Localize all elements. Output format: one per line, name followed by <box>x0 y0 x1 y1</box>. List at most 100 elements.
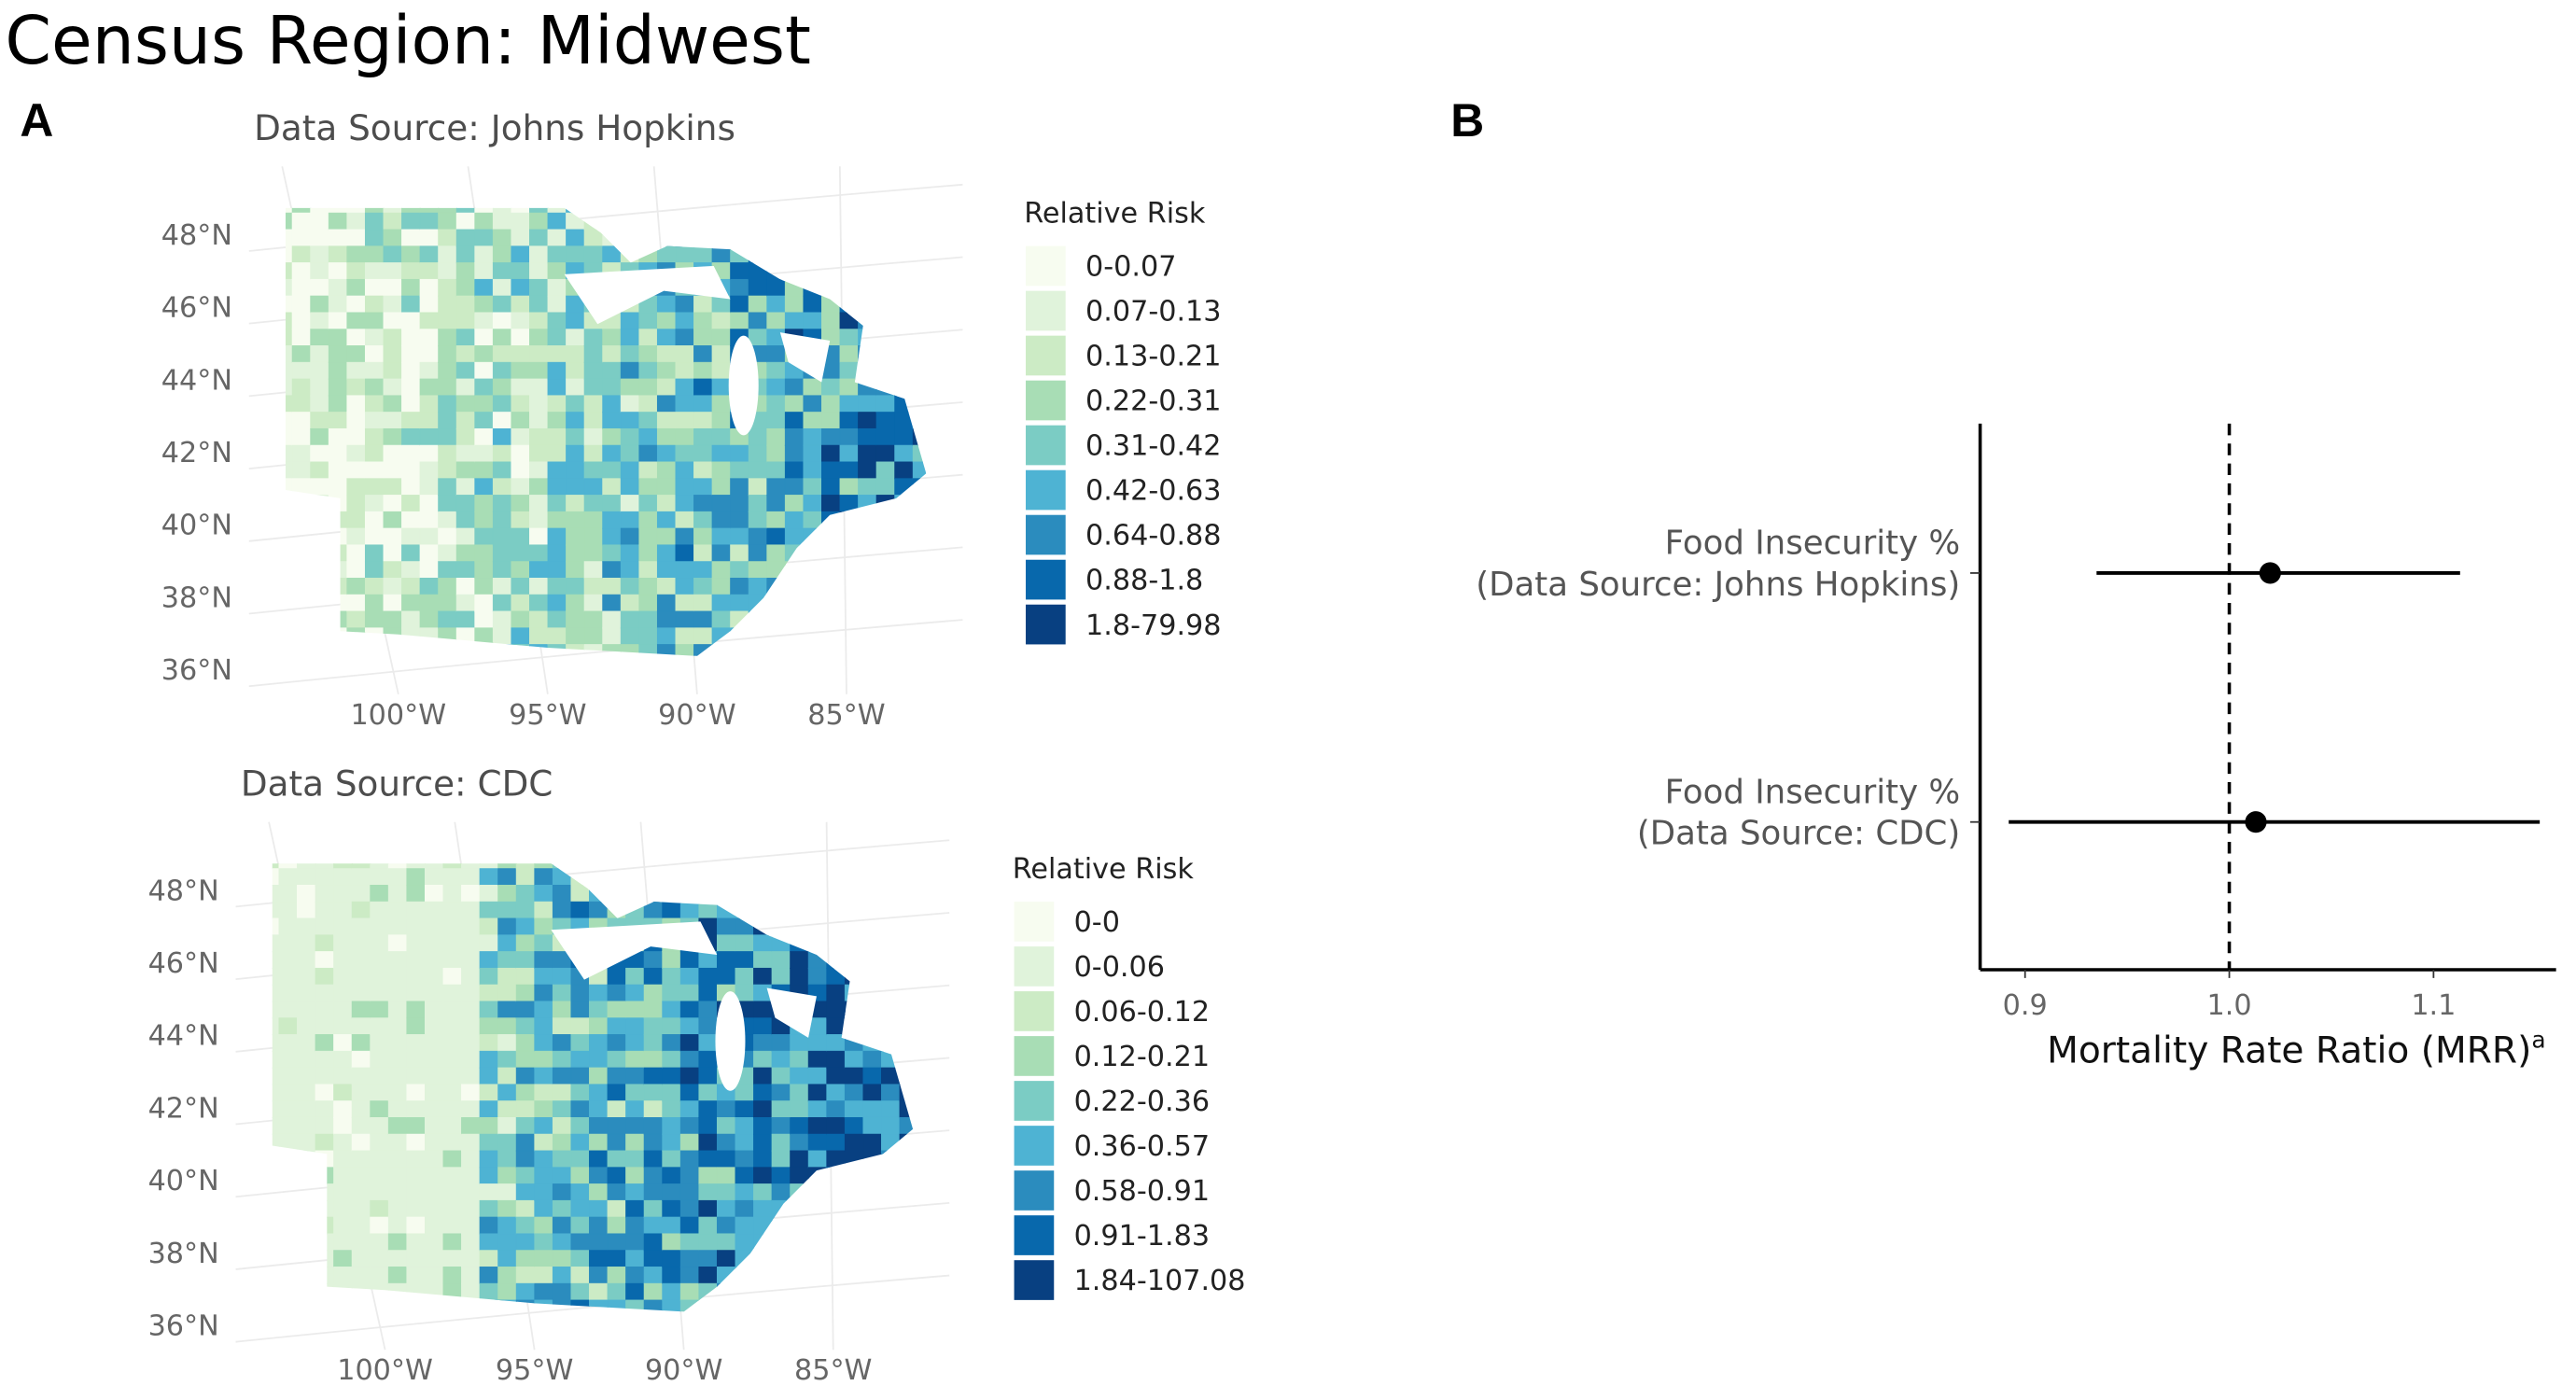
county <box>272 1001 280 1019</box>
county <box>497 951 517 970</box>
county <box>931 262 950 279</box>
county <box>656 212 677 231</box>
county <box>875 278 896 297</box>
county <box>566 361 585 380</box>
county <box>821 444 841 463</box>
county <box>333 885 353 903</box>
county <box>351 1084 371 1102</box>
county <box>419 527 440 546</box>
county <box>547 427 567 446</box>
county <box>912 627 927 646</box>
county <box>807 917 828 936</box>
county <box>844 1167 864 1185</box>
county <box>297 1150 316 1169</box>
county <box>638 495 659 512</box>
county <box>858 427 877 446</box>
county <box>333 868 353 887</box>
county <box>278 1067 299 1085</box>
map-subtitle: Data Source: Johns Hopkins <box>254 107 735 148</box>
county <box>351 1267 371 1284</box>
county <box>497 1250 517 1268</box>
county <box>607 1116 627 1135</box>
county <box>583 207 604 214</box>
county <box>387 917 408 936</box>
county <box>931 545 950 562</box>
county <box>370 951 389 970</box>
county <box>662 1133 681 1152</box>
county <box>438 312 457 330</box>
county <box>497 1150 517 1169</box>
county <box>821 495 841 512</box>
county <box>899 868 914 887</box>
county <box>807 863 828 870</box>
county <box>602 245 622 264</box>
county <box>383 278 403 297</box>
county <box>424 885 444 903</box>
county <box>383 329 403 347</box>
county <box>438 478 457 497</box>
county <box>461 863 481 870</box>
county <box>821 412 841 430</box>
county <box>285 329 293 347</box>
county <box>766 412 786 430</box>
county <box>625 885 645 903</box>
county <box>620 495 640 512</box>
county <box>698 1282 719 1301</box>
county <box>589 1116 609 1135</box>
point-estimate <box>2245 811 2267 833</box>
county <box>297 885 316 903</box>
county <box>315 1017 335 1036</box>
county <box>474 527 494 546</box>
county <box>570 1216 591 1235</box>
county <box>784 527 805 546</box>
county <box>474 444 494 463</box>
county <box>826 1034 846 1052</box>
county <box>442 1282 463 1301</box>
county <box>511 412 531 430</box>
county <box>656 561 677 580</box>
county <box>753 1183 773 1201</box>
county <box>511 427 531 446</box>
county <box>753 967 773 986</box>
county <box>315 901 335 919</box>
county <box>607 1167 627 1185</box>
county <box>839 594 860 612</box>
county <box>716 1282 736 1301</box>
county <box>285 511 293 529</box>
county <box>515 1017 536 1036</box>
legend-label: 0.64-0.88 <box>1085 520 1221 553</box>
county <box>315 1199 335 1218</box>
county <box>858 661 876 678</box>
county <box>716 967 736 986</box>
county <box>675 295 695 314</box>
county <box>333 1116 353 1135</box>
lon-label: 85°W <box>807 699 885 732</box>
county <box>844 1267 864 1284</box>
county <box>297 868 316 887</box>
legend-label: 0.91-1.83 <box>1074 1220 1210 1253</box>
county <box>881 1282 901 1301</box>
county <box>442 1167 463 1185</box>
county <box>492 427 512 446</box>
county <box>492 478 512 497</box>
county <box>808 1317 827 1334</box>
county <box>479 1116 499 1135</box>
county <box>693 561 713 580</box>
county <box>917 885 936 902</box>
county <box>285 427 293 446</box>
county <box>455 544 476 563</box>
county <box>730 544 749 563</box>
county <box>899 1050 914 1069</box>
county <box>607 1282 627 1301</box>
county <box>917 1317 936 1334</box>
county <box>826 1050 846 1069</box>
county <box>515 1267 536 1284</box>
county <box>698 885 719 903</box>
county <box>566 627 585 646</box>
county <box>419 495 440 512</box>
county <box>638 594 659 612</box>
county <box>620 511 640 529</box>
county <box>807 1067 828 1085</box>
county <box>351 1050 371 1069</box>
county <box>583 329 604 347</box>
